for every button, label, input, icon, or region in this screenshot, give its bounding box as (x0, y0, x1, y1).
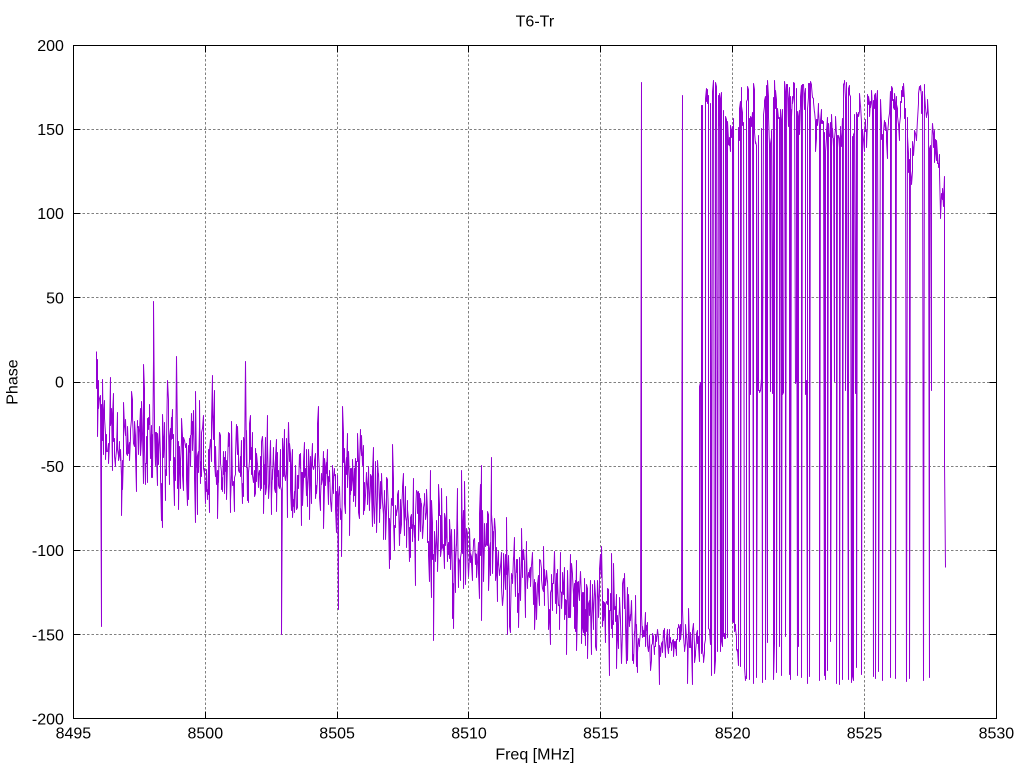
svg-text:Phase: Phase (5, 359, 22, 404)
svg-text:200: 200 (37, 38, 64, 55)
svg-text:-50: -50 (41, 459, 64, 476)
svg-text:150: 150 (37, 122, 64, 139)
svg-text:-100: -100 (32, 543, 64, 560)
svg-text:8510: 8510 (451, 726, 487, 743)
svg-text:50: 50 (46, 290, 64, 307)
svg-text:-200: -200 (32, 712, 64, 729)
svg-text:8495: 8495 (56, 726, 92, 743)
svg-text:8530: 8530 (979, 726, 1015, 743)
svg-text:8520: 8520 (715, 726, 751, 743)
svg-text:-150: -150 (32, 627, 64, 644)
svg-text:0: 0 (55, 375, 64, 392)
svg-text:8505: 8505 (319, 726, 355, 743)
svg-text:8500: 8500 (188, 726, 224, 743)
svg-text:100: 100 (37, 206, 64, 223)
svg-text:T6-Tr: T6-Tr (516, 14, 555, 31)
svg-text:8525: 8525 (847, 726, 883, 743)
svg-text:Freq [MHz]: Freq [MHz] (495, 746, 574, 763)
svg-text:8515: 8515 (583, 726, 619, 743)
